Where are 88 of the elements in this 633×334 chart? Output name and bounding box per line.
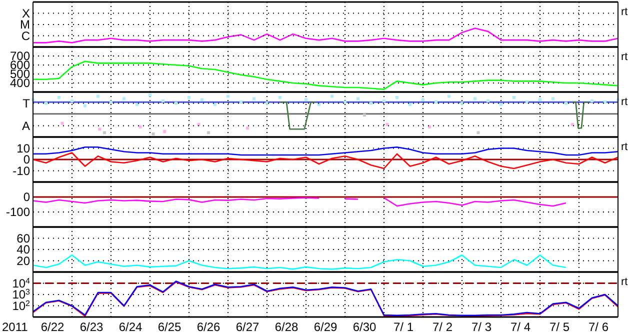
y-tick-label: 20 <box>16 254 30 268</box>
point <box>266 102 268 105</box>
point <box>148 94 152 97</box>
x-tick-label: 6/25 <box>158 320 182 334</box>
point <box>512 96 516 100</box>
point <box>188 96 190 100</box>
line-series <box>32 254 567 270</box>
point <box>363 114 366 117</box>
point <box>84 104 86 108</box>
x-tick-label: 6/22 <box>40 320 64 334</box>
text: rt <box>621 6 628 18</box>
point <box>103 131 106 134</box>
y-tick-label: 60 <box>16 231 30 246</box>
x-tick-label: 6/27 <box>236 320 260 334</box>
text: M <box>20 18 30 32</box>
point <box>590 99 594 102</box>
point <box>226 94 230 98</box>
line-series <box>32 60 619 90</box>
point <box>370 102 372 105</box>
point <box>304 98 308 102</box>
point <box>552 97 554 100</box>
point <box>252 97 256 100</box>
x-tick-label: 7/ 6 <box>588 320 609 334</box>
point <box>58 96 60 100</box>
x-tick-label: 7/ 2 <box>432 320 453 334</box>
x-tick-label: 6/29 <box>314 320 338 334</box>
point <box>330 94 334 98</box>
point <box>486 99 490 102</box>
point <box>152 132 155 136</box>
point <box>44 102 48 105</box>
point <box>474 97 476 100</box>
point <box>122 97 126 100</box>
point <box>564 102 568 105</box>
point <box>60 122 64 125</box>
point <box>110 100 112 104</box>
x-tick-label: 7/ 5 <box>549 320 570 334</box>
point <box>344 100 346 104</box>
point <box>174 102 178 105</box>
point <box>538 98 542 102</box>
text: rt <box>621 141 628 153</box>
text: C <box>21 28 30 43</box>
x-tick-label: 6/26 <box>196 320 220 334</box>
point <box>207 131 210 134</box>
point <box>526 100 528 104</box>
point <box>448 94 450 98</box>
y-tick-label: -100 <box>6 205 30 219</box>
line-series <box>32 152 619 170</box>
point <box>356 97 360 100</box>
x-tick-label: 6/30 <box>352 320 376 334</box>
point <box>460 102 464 105</box>
point <box>246 126 249 130</box>
y-tick-label: -10 <box>12 164 30 178</box>
x-tick-label: 7/ 1 <box>393 320 414 334</box>
point <box>70 99 74 102</box>
point <box>422 98 424 102</box>
y-tick-label: 40 <box>16 242 30 256</box>
point <box>476 131 480 134</box>
line-series <box>32 146 619 156</box>
x-tick-label: 6/23 <box>80 320 104 334</box>
point <box>434 100 438 104</box>
point <box>163 130 166 133</box>
point <box>162 99 164 102</box>
point <box>604 100 606 104</box>
point <box>200 98 204 102</box>
text: X <box>22 6 30 20</box>
x-tick-label: 6/28 <box>274 320 298 334</box>
x-tick-label: 6/24 <box>118 320 142 334</box>
text: rt <box>621 276 628 288</box>
y-tick-label: 0 <box>23 152 30 166</box>
point <box>396 96 398 100</box>
text: T <box>22 96 31 110</box>
text: A <box>22 118 30 133</box>
point <box>500 103 502 106</box>
point <box>382 99 386 102</box>
y-tick-label: 10 <box>16 141 30 156</box>
point <box>386 123 389 126</box>
point <box>138 125 142 128</box>
x-axis-title: 2011 <box>2 320 28 334</box>
x-tick-label: 7/ 4 <box>510 320 531 334</box>
y-tick-label: 0 <box>23 190 30 204</box>
point <box>197 123 200 126</box>
text: rt <box>621 51 628 63</box>
point <box>278 96 282 100</box>
point <box>98 128 102 131</box>
point <box>240 100 242 104</box>
x-tick-label: 7/ 3 <box>471 320 492 334</box>
point <box>96 94 100 98</box>
text: rt <box>621 96 628 108</box>
